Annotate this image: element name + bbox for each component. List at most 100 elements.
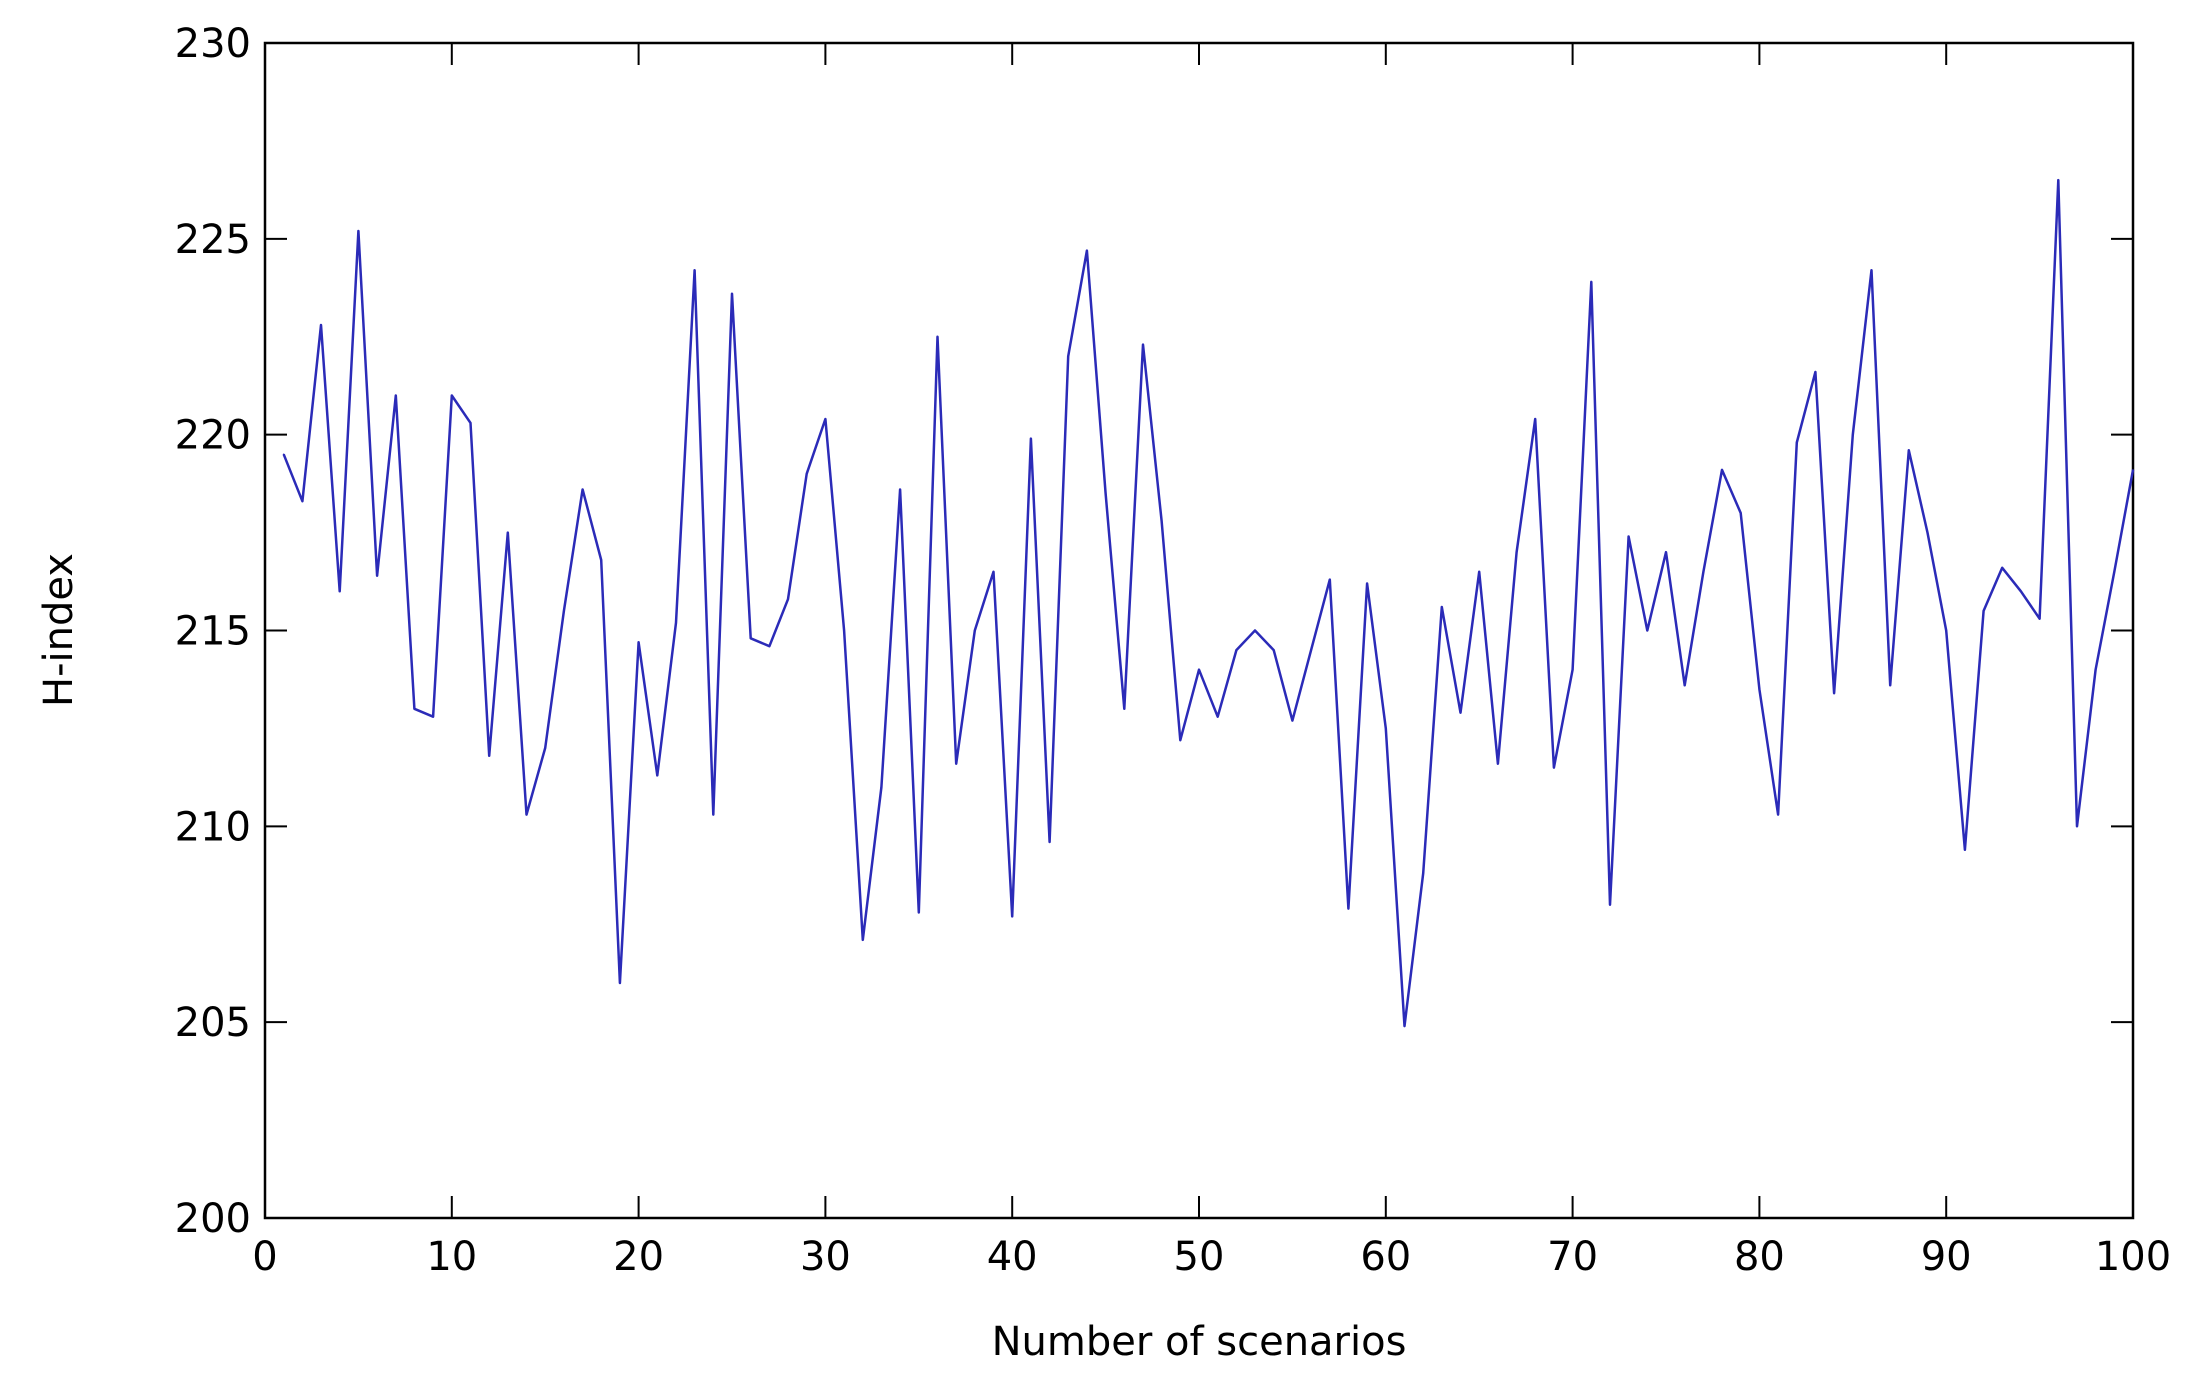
- data-point: [861, 939, 864, 941]
- x-axis-title: Number of scenarios: [992, 1319, 1407, 1365]
- data-point: [1459, 711, 1462, 714]
- data-point: [936, 335, 939, 338]
- data-point: [581, 488, 584, 491]
- x-tick-label: 10: [426, 1234, 477, 1280]
- data-point: [1852, 433, 1854, 436]
- data-point: [656, 774, 659, 777]
- data-point: [693, 269, 696, 271]
- data-point: [1889, 684, 1891, 687]
- data-point: [955, 762, 957, 765]
- data-point: [749, 637, 752, 640]
- y-axis: 200 205 210 215 220 225 230: [175, 21, 2133, 1242]
- data-point: [1347, 907, 1350, 910]
- data-point: [301, 500, 304, 503]
- data-point: [1385, 727, 1387, 730]
- data-point: [357, 230, 360, 232]
- data-point: [2057, 179, 2060, 181]
- data-point: [1366, 582, 1368, 585]
- data-point: [544, 747, 546, 749]
- data-point: [992, 570, 995, 573]
- data-point: [1945, 629, 1947, 632]
- data-points: [282, 179, 2134, 1027]
- data-point: [637, 641, 640, 644]
- y-tick-label: 210: [175, 804, 251, 850]
- data-point: [600, 559, 603, 561]
- y-tick-label: 215: [175, 609, 251, 655]
- data-point: [1515, 551, 1518, 553]
- data-point: [2094, 668, 2097, 671]
- data-point: [1721, 469, 1723, 471]
- data-point: [1553, 766, 1555, 769]
- data-point: [469, 422, 472, 424]
- data-point: [1441, 606, 1443, 608]
- data-point: [1142, 343, 1144, 346]
- data-point: [1086, 249, 1088, 252]
- x-tick-label: 90: [1921, 1234, 1972, 1280]
- data-point: [1198, 668, 1200, 671]
- data-point: [1497, 762, 1499, 765]
- x-tick-label: 50: [1174, 1234, 1225, 1280]
- y-axis-title: H-index: [36, 553, 82, 707]
- data-point: [1534, 418, 1537, 420]
- data-point: [843, 629, 845, 632]
- data-point: [563, 610, 565, 612]
- x-tick-label: 30: [800, 1234, 851, 1280]
- data-point: [413, 708, 416, 710]
- data-point: [675, 621, 677, 624]
- data-point: [432, 715, 434, 718]
- data-point: [1030, 437, 1032, 440]
- x-tick-label: 70: [1547, 1234, 1598, 1280]
- x-tick-label: 80: [1734, 1234, 1785, 1280]
- data-point: [1272, 649, 1275, 651]
- x-tick-label: 20: [613, 1234, 664, 1280]
- data-point: [1048, 841, 1051, 843]
- x-tick-label: 0: [252, 1234, 277, 1280]
- data-point: [525, 813, 528, 816]
- x-tick-label: 100: [2095, 1234, 2171, 1280]
- data-point: [1702, 570, 1705, 573]
- y-tick-label: 225: [175, 217, 251, 263]
- data-point: [1758, 688, 1761, 691]
- data-point: [451, 394, 453, 397]
- data-point: [1291, 719, 1294, 722]
- data-point: [1964, 849, 1966, 851]
- data-point: [974, 629, 976, 632]
- data-point: [1777, 813, 1779, 816]
- y-tick-label: 200: [175, 1196, 251, 1242]
- plot-frame: [263, 41, 2135, 1220]
- data-point: [1235, 649, 1238, 651]
- data-point: [1590, 281, 1593, 283]
- x-tick-label: 40: [987, 1234, 1038, 1280]
- data-point: [918, 911, 920, 914]
- data-point: [1422, 872, 1424, 875]
- data-point: [1609, 903, 1611, 906]
- data-point: [619, 982, 621, 984]
- data-point: [2113, 570, 2116, 573]
- data-point: [1683, 684, 1686, 687]
- data-point: [824, 418, 827, 420]
- data-point: [1011, 915, 1013, 918]
- data-point: [1160, 520, 1163, 522]
- data-point: [1067, 355, 1070, 358]
- data-point: [2001, 567, 2004, 569]
- data-point: [1123, 708, 1126, 710]
- x-axis: 0 10 20 30 40 50 60 70 80 90 100: [252, 43, 2171, 1280]
- data-point: [1795, 441, 1798, 444]
- data-point: [1403, 1025, 1406, 1027]
- x-tick-label: 60: [1360, 1234, 1411, 1280]
- data-point: [1627, 535, 1630, 538]
- data-point: [394, 394, 397, 397]
- data-point: [282, 453, 285, 456]
- data-point: [1216, 715, 1219, 718]
- data-point: [768, 645, 771, 647]
- data-point: [899, 488, 901, 491]
- data-point: [2038, 617, 2041, 620]
- data-point: [1646, 629, 1649, 632]
- data-point: [1571, 668, 1574, 671]
- data-point: [1310, 649, 1312, 651]
- data-point: [1179, 739, 1182, 741]
- data-point: [1982, 610, 1985, 612]
- data-point: [1870, 269, 1873, 271]
- data-point: [1254, 629, 1256, 632]
- data-point: [320, 324, 322, 326]
